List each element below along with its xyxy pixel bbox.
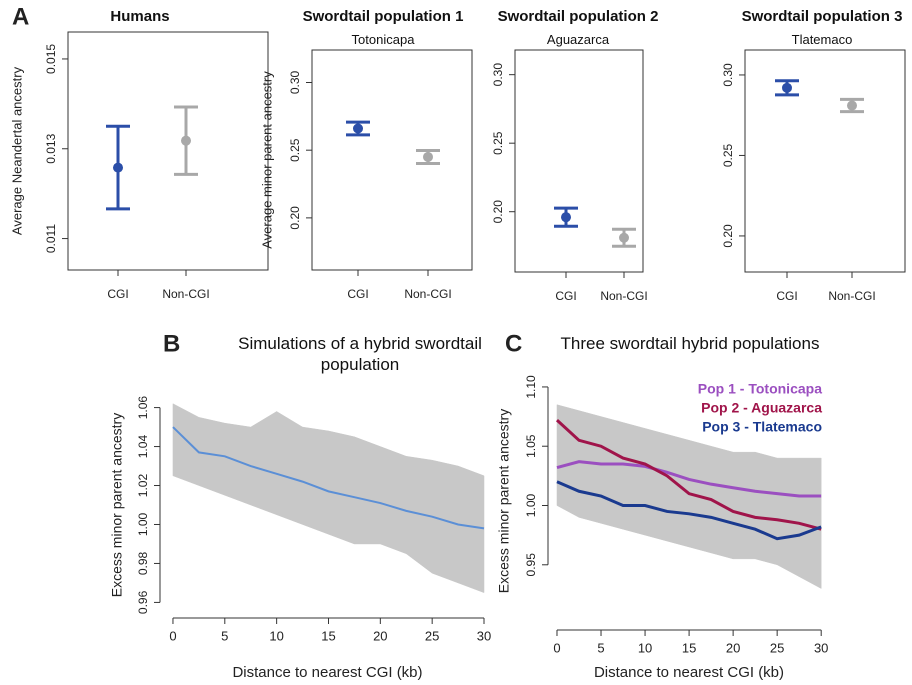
simulation-band — [172, 403, 200, 486]
simulation-band — [622, 422, 646, 536]
mean-point — [619, 232, 629, 243]
panel-label: A — [12, 3, 29, 30]
y-tick-label: 0.013 — [44, 133, 58, 163]
mean-point — [847, 100, 857, 111]
chart-title: Swordtail population 2 — [497, 8, 659, 25]
x-tick-label: CGI — [107, 287, 128, 301]
simulation-band — [354, 436, 381, 545]
mean-point — [181, 135, 191, 146]
simulation-band — [732, 451, 756, 560]
x-tick-label: Non-CGI — [404, 287, 451, 301]
y-tick-label: 0.95 — [524, 553, 538, 577]
x-tick-label: 10 — [638, 640, 652, 655]
x-tick-label: 30 — [814, 640, 828, 655]
series-line — [555, 419, 822, 531]
legend-entry: Pop 2 - Aguazarca — [701, 400, 822, 416]
simulation-band — [302, 426, 329, 535]
simulation-band — [644, 428, 668, 542]
chart-subtitle: Tlatemaco — [791, 32, 853, 47]
x-tick-label: 0 — [553, 640, 560, 655]
plot-frame — [311, 49, 473, 271]
series-line — [556, 460, 822, 498]
chart-title: Swordtail population 1 — [302, 8, 464, 25]
x-tick-label: 15 — [682, 640, 696, 655]
x-tick-label: 10 — [269, 628, 283, 643]
x-axis-label: Distance to nearest CGI (kb) — [232, 664, 422, 681]
x-tick-label: 30 — [477, 628, 491, 643]
x-tick-label: 25 — [770, 640, 784, 655]
simulation-band — [276, 411, 303, 525]
x-tick-label: CGI — [776, 289, 797, 303]
mean-point — [782, 82, 792, 93]
simulation-band — [600, 416, 624, 530]
mean-point — [113, 162, 123, 173]
y-tick-label: 0.98 — [136, 551, 150, 575]
chart-subtitle: Aguazarca — [546, 32, 610, 47]
x-tick-label: CGI — [555, 289, 576, 303]
x-tick-label: 25 — [425, 628, 439, 643]
x-tick-label: 0 — [169, 628, 176, 643]
mean-point — [353, 123, 363, 134]
x-tick-label: Non-CGI — [600, 289, 647, 303]
y-tick-label: 0.30 — [491, 63, 505, 87]
mean-point — [561, 212, 571, 223]
series-line — [172, 426, 485, 530]
simulation-band — [754, 451, 778, 566]
x-tick-label: 5 — [597, 640, 604, 655]
mean-point — [423, 151, 433, 162]
y-tick-label: 1.06 — [136, 396, 150, 420]
x-tick-label: 15 — [321, 628, 335, 643]
y-tick-label: 0.011 — [44, 224, 58, 253]
y-tick-label: 0.25 — [288, 138, 302, 162]
y-tick-label: 1.05 — [524, 434, 538, 458]
x-tick-label: 20 — [726, 640, 740, 655]
y-tick-label: 0.20 — [721, 224, 735, 248]
x-tick-label: Non-CGI — [162, 287, 209, 301]
panel-label: C — [505, 330, 522, 357]
y-tick-label: 0.25 — [721, 143, 735, 167]
x-tick-label: CGI — [347, 287, 368, 301]
y-axis-label: Excess minor parent ancestry — [496, 409, 512, 593]
y-tick-label: 0.30 — [288, 70, 302, 94]
y-tick-label: 1.10 — [524, 375, 538, 399]
simulation-band — [578, 410, 602, 524]
y-tick-label: 1.00 — [524, 494, 538, 518]
series-line — [556, 480, 822, 541]
plot-frame — [514, 49, 644, 273]
y-tick-label: 1.00 — [136, 512, 150, 536]
y-tick-label: 0.25 — [491, 131, 505, 155]
x-tick-label: 5 — [221, 628, 228, 643]
chart-title: Simulations of a hybrid swordtail popula… — [238, 334, 482, 374]
y-tick-label: 0.30 — [721, 63, 735, 87]
y-axis-label: Excess minor parent ancestry — [109, 413, 125, 597]
y-axis-label: Average minor parent ancestry — [259, 71, 274, 249]
panel-label: B — [163, 330, 180, 357]
chart-title: Three swordtail hybrid populations — [560, 334, 820, 353]
simulation-band — [250, 411, 277, 516]
x-tick-label: Non-CGI — [828, 289, 875, 303]
y-tick-label: 0.96 — [136, 590, 150, 614]
chart-title: Swordtail population 3 — [741, 8, 903, 25]
legend-entry: Pop 3 - Tlatemaco — [702, 419, 822, 435]
chart-title: Humans — [110, 8, 170, 25]
y-tick-label: 1.04 — [136, 435, 150, 459]
x-tick-label: 20 — [373, 628, 387, 643]
y-axis-label: Average Neandertal ancestry — [9, 66, 24, 235]
simulation-band — [328, 430, 355, 545]
legend-entry: Pop 1 - Totonicapa — [698, 381, 822, 397]
y-tick-label: 0.20 — [491, 200, 505, 224]
y-tick-label: 1.02 — [136, 474, 150, 498]
y-tick-label: 0.20 — [288, 206, 302, 230]
simulation-band — [457, 465, 485, 594]
chart-subtitle: Totonicapa — [351, 32, 415, 47]
plot-frame — [744, 49, 906, 273]
x-axis-label: Distance to nearest CGI (kb) — [594, 664, 784, 681]
plot-frame — [67, 31, 269, 271]
simulation-band — [798, 457, 822, 589]
y-tick-label: 0.015 — [44, 44, 58, 74]
simulation-band — [380, 446, 407, 555]
simulation-band — [776, 457, 800, 578]
